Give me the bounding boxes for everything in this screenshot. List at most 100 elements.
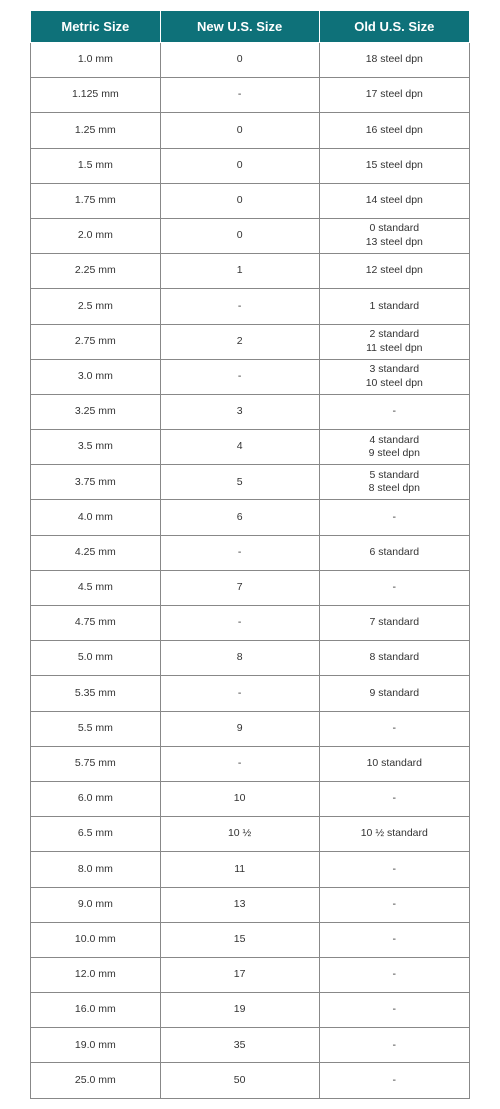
table-cell: 8.0 mm xyxy=(31,852,161,887)
table-cell: 5.35 mm xyxy=(31,676,161,711)
table-cell: 3 xyxy=(160,394,319,429)
table-cell: 0 xyxy=(160,218,319,253)
table-cell: - xyxy=(319,1063,469,1098)
table-cell: 9.0 mm xyxy=(31,887,161,922)
table-header-row: Metric Size New U.S. Size Old U.S. Size xyxy=(31,11,470,43)
table-row: 2.75 mm22 standard 11 steel dpn xyxy=(31,324,470,359)
table-row: 4.5 mm7- xyxy=(31,570,470,605)
table-cell: 9 standard xyxy=(319,676,469,711)
table-cell: - xyxy=(319,1028,469,1063)
table-cell: - xyxy=(160,289,319,324)
table-cell: 1 standard xyxy=(319,289,469,324)
table-cell: - xyxy=(319,394,469,429)
table-row: 3.0 mm-3 standard 10 steel dpn xyxy=(31,359,470,394)
table-cell: - xyxy=(319,500,469,535)
table-cell: 10.0 mm xyxy=(31,922,161,957)
table-cell: 0 xyxy=(160,148,319,183)
table-cell: 2.25 mm xyxy=(31,254,161,289)
column-header-new-us: New U.S. Size xyxy=(160,11,319,43)
table-cell: - xyxy=(319,993,469,1028)
table-cell: 10 standard xyxy=(319,746,469,781)
table-row: 1.25 mm016 steel dpn xyxy=(31,113,470,148)
table-row: 1.125 mm-17 steel dpn xyxy=(31,78,470,113)
table-row: 16.0 mm19- xyxy=(31,993,470,1028)
table-cell: 3 standard 10 steel dpn xyxy=(319,359,469,394)
table-cell: - xyxy=(160,78,319,113)
table-row: 19.0 mm35- xyxy=(31,1028,470,1063)
table-cell: 15 steel dpn xyxy=(319,148,469,183)
table-row: 6.0 mm10- xyxy=(31,781,470,816)
table-row: 12.0 mm17- xyxy=(31,957,470,992)
table-row: 1.0 mm018 steel dpn xyxy=(31,43,470,78)
table-cell: 4 standard 9 steel dpn xyxy=(319,430,469,465)
table-cell: 2.5 mm xyxy=(31,289,161,324)
table-row: 9.0 mm13- xyxy=(31,887,470,922)
size-conversion-table: Metric Size New U.S. Size Old U.S. Size … xyxy=(30,10,470,1099)
table-row: 5.75 mm-10 standard xyxy=(31,746,470,781)
table-cell: - xyxy=(160,676,319,711)
table-cell: 0 standard 13 steel dpn xyxy=(319,218,469,253)
table-cell: - xyxy=(160,746,319,781)
table-cell: 2 xyxy=(160,324,319,359)
table-cell: 17 steel dpn xyxy=(319,78,469,113)
table-cell: 3.5 mm xyxy=(31,430,161,465)
table-row: 2.0 mm00 standard 13 steel dpn xyxy=(31,218,470,253)
column-header-old-us: Old U.S. Size xyxy=(319,11,469,43)
table-row: 4.25 mm-6 standard xyxy=(31,535,470,570)
table-cell: 6 standard xyxy=(319,535,469,570)
table-cell: 6.0 mm xyxy=(31,781,161,816)
table-cell: - xyxy=(319,852,469,887)
table-cell: 35 xyxy=(160,1028,319,1063)
table-cell: 8 xyxy=(160,641,319,676)
table-row: 2.5 mm-1 standard xyxy=(31,289,470,324)
table-cell: 10 xyxy=(160,781,319,816)
table-row: 1.75 mm014 steel dpn xyxy=(31,183,470,218)
table-row: 4.75 mm-7 standard xyxy=(31,606,470,641)
table-row: 4.0 mm6- xyxy=(31,500,470,535)
table-cell: 3.0 mm xyxy=(31,359,161,394)
table-cell: 5.0 mm xyxy=(31,641,161,676)
table-cell: 19 xyxy=(160,993,319,1028)
table-cell: - xyxy=(319,922,469,957)
table-cell: 1.75 mm xyxy=(31,183,161,218)
table-cell: 10 ½ standard xyxy=(319,817,469,852)
table-cell: 2.75 mm xyxy=(31,324,161,359)
table-cell: 2.0 mm xyxy=(31,218,161,253)
table-cell: 0 xyxy=(160,43,319,78)
table-cell: 4.75 mm xyxy=(31,606,161,641)
table-cell: 4 xyxy=(160,430,319,465)
table-cell: 3.25 mm xyxy=(31,394,161,429)
table-cell: 1.25 mm xyxy=(31,113,161,148)
table-body: 1.0 mm018 steel dpn1.125 mm-17 steel dpn… xyxy=(31,43,470,1099)
table-cell: 3.75 mm xyxy=(31,465,161,500)
table-cell: 1.0 mm xyxy=(31,43,161,78)
table-cell: - xyxy=(319,570,469,605)
table-cell: 4.5 mm xyxy=(31,570,161,605)
table-cell: - xyxy=(319,781,469,816)
table-row: 3.75 mm55 standard 8 steel dpn xyxy=(31,465,470,500)
table-row: 5.35 mm-9 standard xyxy=(31,676,470,711)
table-cell: 5 xyxy=(160,465,319,500)
table-cell: 14 steel dpn xyxy=(319,183,469,218)
column-header-metric: Metric Size xyxy=(31,11,161,43)
table-cell: 2 standard 11 steel dpn xyxy=(319,324,469,359)
table-cell: - xyxy=(160,359,319,394)
table-cell: 16.0 mm xyxy=(31,993,161,1028)
table-row: 8.0 mm11- xyxy=(31,852,470,887)
table-cell: 1 xyxy=(160,254,319,289)
table-cell: 7 xyxy=(160,570,319,605)
table-cell: 19.0 mm xyxy=(31,1028,161,1063)
table-cell: - xyxy=(160,606,319,641)
table-cell: 6 xyxy=(160,500,319,535)
table-cell: 7 standard xyxy=(319,606,469,641)
table-cell: 50 xyxy=(160,1063,319,1098)
table-cell: 5 standard 8 steel dpn xyxy=(319,465,469,500)
table-cell: 17 xyxy=(160,957,319,992)
table-cell: 13 xyxy=(160,887,319,922)
table-row: 1.5 mm015 steel dpn xyxy=(31,148,470,183)
table-cell: 18 steel dpn xyxy=(319,43,469,78)
table-cell: 1.125 mm xyxy=(31,78,161,113)
table-cell: 8 standard xyxy=(319,641,469,676)
table-cell: 5.75 mm xyxy=(31,746,161,781)
table-row: 3.25 mm3- xyxy=(31,394,470,429)
